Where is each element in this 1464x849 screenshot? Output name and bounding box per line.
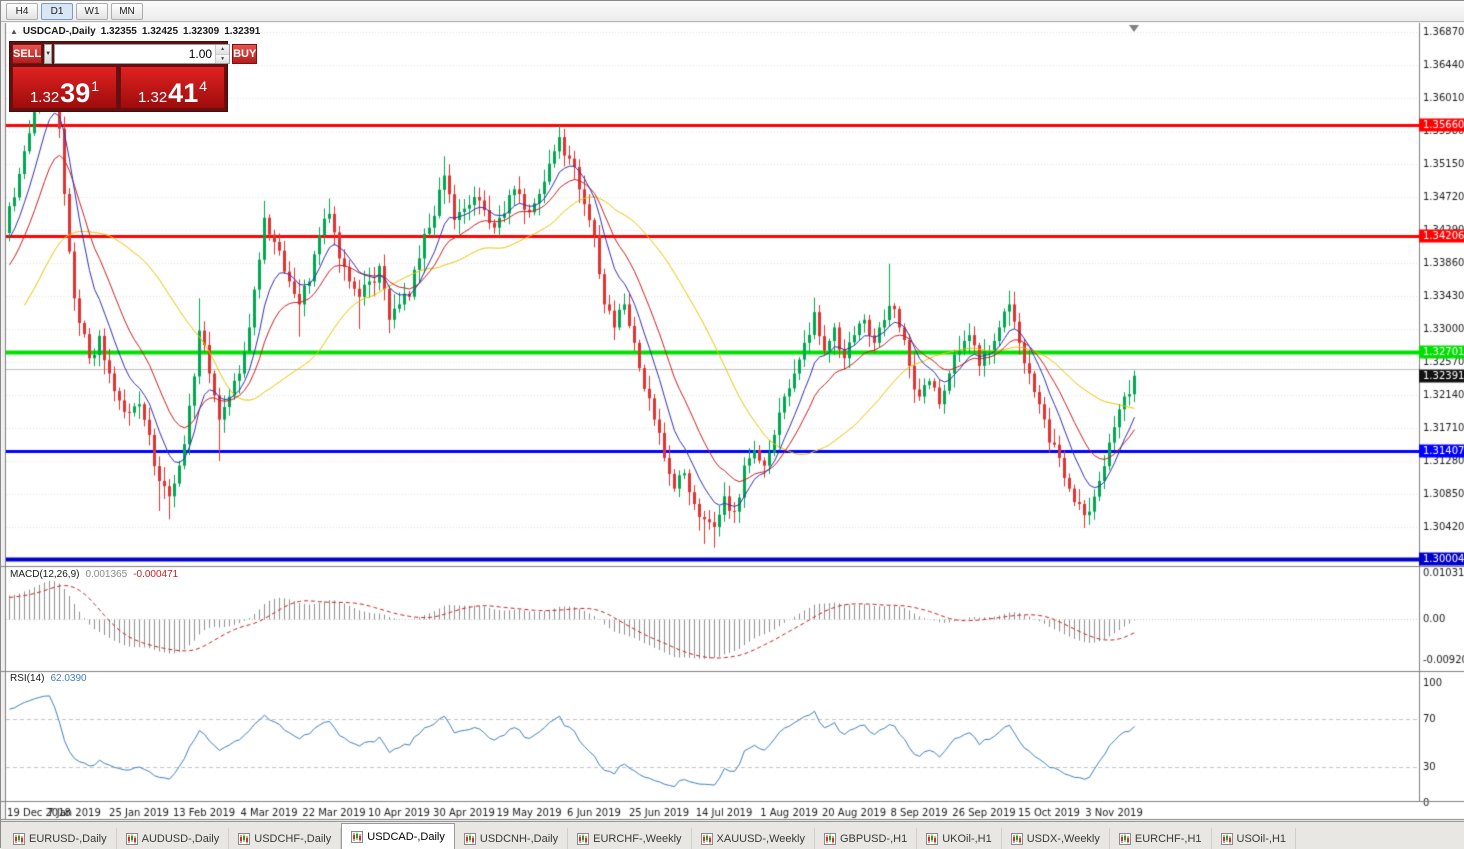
candlestick-chart-icon xyxy=(1118,832,1131,845)
candlestick-chart-icon xyxy=(125,832,138,845)
candlestick-chart-icon xyxy=(926,832,939,845)
tab-gbpusd-h1[interactable]: GBPUSD-,H1 xyxy=(815,828,918,849)
buy-price-prefix: 1.32 xyxy=(137,89,168,106)
quote-open: 1.32355 xyxy=(100,26,137,37)
rsi-title: RSI(14) xyxy=(10,673,45,684)
rsi-indicator-label: RSI(14) 62.0390 xyxy=(10,673,87,684)
tab-usdcad-daily[interactable]: USDCAD-,Daily xyxy=(341,823,455,849)
candlestick-chart-icon xyxy=(13,832,25,845)
tab-label: EURUSD-,Daily xyxy=(29,832,107,845)
tab-label: UKOil-,H1 xyxy=(942,832,992,845)
candlestick-chart-icon xyxy=(700,832,713,845)
rsi-value: 62.0390 xyxy=(50,673,87,684)
tab-eurchf-h1[interactable]: EURCHF-,H1 xyxy=(1110,828,1212,849)
timeframe-toolbar: H4 D1 W1 MN xyxy=(1,1,1464,22)
timeframe-button-h4[interactable]: H4 xyxy=(6,2,38,20)
chart-quote-line: ▲ USDCAD-,Daily 1.32355 1.32425 1.32309 … xyxy=(10,26,260,37)
sell-price-button[interactable]: 1.32 39 1 xyxy=(12,66,117,109)
candlestick-chart-icon xyxy=(238,832,251,845)
sell-price-pipette: 1 xyxy=(91,78,100,94)
sell-price-pips: 39 xyxy=(60,78,91,109)
timeframe-button-d1[interactable]: D1 xyxy=(41,2,73,20)
chart-symbol-title: USDCAD-,Daily xyxy=(22,26,96,37)
tab-label: USDCHF-,Daily xyxy=(254,832,332,845)
volume-input[interactable] xyxy=(55,45,216,63)
chevron-down-icon: ▼ xyxy=(45,51,52,57)
tab-label: USDCAD-,Daily xyxy=(367,830,445,843)
buy-price-button[interactable]: 1.32 41 4 xyxy=(120,66,225,109)
quote-low: 1.32309 xyxy=(183,26,220,37)
volume-increase-button[interactable]: ▲ xyxy=(216,45,230,55)
tab-label: USDX-,Weekly xyxy=(1026,832,1100,845)
tab-audusd-daily[interactable]: AUDUSD-,Daily xyxy=(117,828,230,849)
buy-price-pipette: 4 xyxy=(199,78,208,94)
buy-price-pips: 41 xyxy=(168,78,199,109)
tab-usdchf-daily[interactable]: USDCHF-,Daily xyxy=(229,828,342,849)
tab-label: EURCHF-,H1 xyxy=(1134,832,1202,845)
tab-label: EURCHF-,Weekly xyxy=(593,832,682,845)
one-click-trading-panel: SELL ▼ ▲ ▼ BUY 1.32 39 1 1.32 41 4 xyxy=(9,41,258,112)
tab-label: XAUUSD-,Weekly xyxy=(716,832,805,845)
buy-button[interactable]: BUY xyxy=(232,44,258,64)
tab-label: USDCNH-,Daily xyxy=(479,832,559,845)
macd-signal-value: -0.000471 xyxy=(133,569,179,580)
candlestick-chart-icon xyxy=(1220,832,1233,845)
candlestick-chart-icon xyxy=(823,832,836,845)
chart-tab-bar: EURUSD-,Daily AUDUSD-,Daily USDCHF-,Daily U… xyxy=(1,821,1464,849)
volume-decrease-button[interactable]: ▼ xyxy=(216,54,230,63)
macd-main-value: 0.001365 xyxy=(85,569,128,580)
macd-title: MACD(12,26,9) xyxy=(10,569,80,580)
collapse-arrow-icon[interactable]: ▲ xyxy=(10,27,18,36)
tab-usdcnh-daily[interactable]: USDCNH-,Daily xyxy=(455,828,569,849)
tab-label: AUDUSD-,Daily xyxy=(141,832,220,845)
macd-indicator-label: MACD(12,26,9) 0.001365 -0.000471 xyxy=(10,569,178,580)
tab-xauusd-weekly[interactable]: XAUUSD-,Weekly xyxy=(692,828,815,849)
candlestick-chart-icon xyxy=(577,832,590,845)
volume-dropdown-button[interactable]: ▼ xyxy=(44,44,53,64)
candlestick-chart-icon xyxy=(463,832,476,845)
tab-usoil-h1[interactable]: USOil-,H1 xyxy=(1212,828,1297,849)
tab-label: GBPUSD-,H1 xyxy=(839,832,908,845)
candlestick-chart-icon xyxy=(351,830,364,843)
sell-button[interactable]: SELL xyxy=(12,44,43,64)
tab-label: USOil-,H1 xyxy=(1236,832,1287,845)
timeframe-button-w1[interactable]: W1 xyxy=(76,2,108,20)
candlestick-chart-icon xyxy=(1010,832,1023,845)
tab-eurusd-daily[interactable]: EURUSD-,Daily xyxy=(4,828,117,849)
timeframe-button-mn[interactable]: MN xyxy=(111,2,143,20)
tab-eurchf-weekly[interactable]: EURCHF-,Weekly xyxy=(568,828,692,849)
quote-close: 1.32391 xyxy=(224,26,261,37)
tab-usdx-weekly[interactable]: USDX-,Weekly xyxy=(1002,828,1110,849)
sell-price-prefix: 1.32 xyxy=(29,89,60,106)
tab-ukoil-h1[interactable]: UKOil-,H1 xyxy=(917,828,1002,849)
quote-high: 1.32425 xyxy=(141,26,179,37)
